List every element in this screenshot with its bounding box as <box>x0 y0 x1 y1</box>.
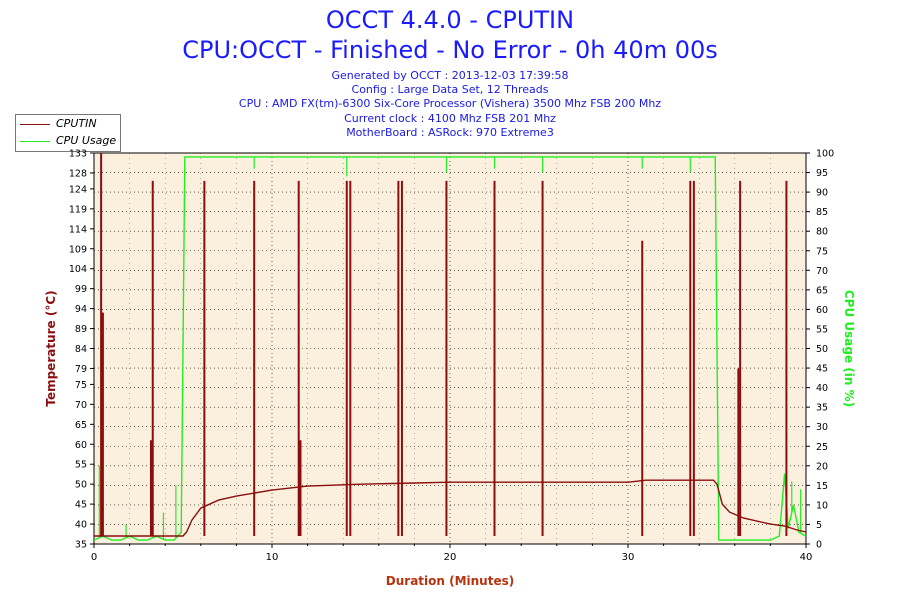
y-left-tick-label: 45 <box>75 500 87 511</box>
legend-item-cputin: CPUTIN <box>16 116 120 132</box>
y-left-tick-label: 94 <box>75 304 87 315</box>
legend-swatch-cputin <box>20 124 50 125</box>
cpu-usage-line <box>93 156 807 541</box>
y-left-tick-label: 128 <box>69 168 87 179</box>
y-right-tick-label: 80 <box>816 227 828 238</box>
generated-line: Generated by OCCT : 2013-12-03 17:39:58 <box>331 69 569 82</box>
y-left-tick-label: 40 <box>75 520 87 531</box>
y-right-tick-label: 50 <box>816 344 828 355</box>
legend-label-cpu-usage: CPU Usage <box>56 134 117 147</box>
y-left-tick-label: 99 <box>75 284 87 295</box>
x-axis-label: Duration (Minutes) <box>386 574 514 588</box>
y-right-tick-label: 20 <box>816 461 828 472</box>
config-line: Config : Large Data Set, 12 Threads <box>351 83 549 97</box>
y-right-tick-label: 40 <box>816 383 828 394</box>
y-right-tick-label: 70 <box>816 266 828 277</box>
x-tick-label: 40 <box>800 552 813 563</box>
y-left-tick-label: 35 <box>75 540 87 551</box>
y-left-tick-label: 84 <box>75 344 87 355</box>
legend: CPUTIN CPU Usage <box>15 114 121 152</box>
y-left-tick-label: 50 <box>75 480 87 491</box>
y-right-tick-label: 15 <box>816 481 828 492</box>
y-right-tick-label: 30 <box>816 422 828 433</box>
y-left-tick-label: 133 <box>69 149 87 160</box>
y-right-tick-label: 75 <box>816 246 828 257</box>
y-left-tick-label: 109 <box>69 244 87 255</box>
y-left-tick-label: 124 <box>69 184 87 195</box>
x-tick-label: 20 <box>444 552 457 563</box>
y-left-tick-label: 79 <box>75 364 87 375</box>
info-block: Generated by OCCT : 2013-12-03 17:39:58 … <box>0 69 900 140</box>
y-right-tick-label: 10 <box>816 500 828 511</box>
y-left-tick-label: 75 <box>75 380 87 391</box>
y-right-tick-label: 95 <box>816 168 828 179</box>
y-right-tick-label: 0 <box>816 540 822 551</box>
cpu-line: CPU : AMD FX(tm)-6300 Six-Core Processor… <box>238 97 662 111</box>
y-right-tick-label: 5 <box>816 520 822 531</box>
y-right-tick-label: 55 <box>816 324 828 335</box>
y-left-tick-label: 114 <box>69 224 87 235</box>
chart-subtitle: CPU:OCCT - Finished - No Error - 0h 40m … <box>182 36 718 64</box>
y-left-tick-label: 104 <box>69 264 87 275</box>
y-right-tick-label: 25 <box>816 442 828 453</box>
y-left-tick-label: 89 <box>75 324 87 335</box>
y-right-tick-label: 45 <box>816 364 828 375</box>
motherboard-line: MotherBoard : ASRock: 970 Extreme3 <box>346 125 554 139</box>
legend-item-cpu-usage: CPU Usage <box>16 133 120 149</box>
y-right-tick-label: 100 <box>816 149 834 160</box>
x-tick-label: 30 <box>622 552 635 563</box>
y-left-axis-label: Temperature (°C) <box>44 290 58 406</box>
y-right-tick-label: 35 <box>816 403 828 414</box>
y-left-tick-label: 119 <box>69 204 87 215</box>
y-left-tick-label: 60 <box>75 440 87 451</box>
x-tick-label: 0 <box>91 552 97 563</box>
y-left-tick-label: 70 <box>75 400 87 411</box>
chart-title: OCCT 4.4.0 - CPUTIN <box>325 6 575 34</box>
y-right-axis-label: CPU Usage (in %) <box>842 290 856 407</box>
y-left-tick-label: 65 <box>75 420 87 431</box>
legend-label-cputin: CPUTIN <box>56 117 97 130</box>
legend-swatch-cpu-usage <box>20 141 50 142</box>
y-right-tick-label: 60 <box>816 305 828 316</box>
x-tick-label: 10 <box>266 552 279 563</box>
y-right-tick-label: 65 <box>816 285 828 296</box>
clock-line: Current clock : 4100 Mhz FSB 201 Mhz <box>344 111 556 125</box>
y-right-tick-label: 90 <box>816 188 828 199</box>
y-left-tick-label: 55 <box>75 460 87 471</box>
y-right-tick-label: 85 <box>816 207 828 218</box>
